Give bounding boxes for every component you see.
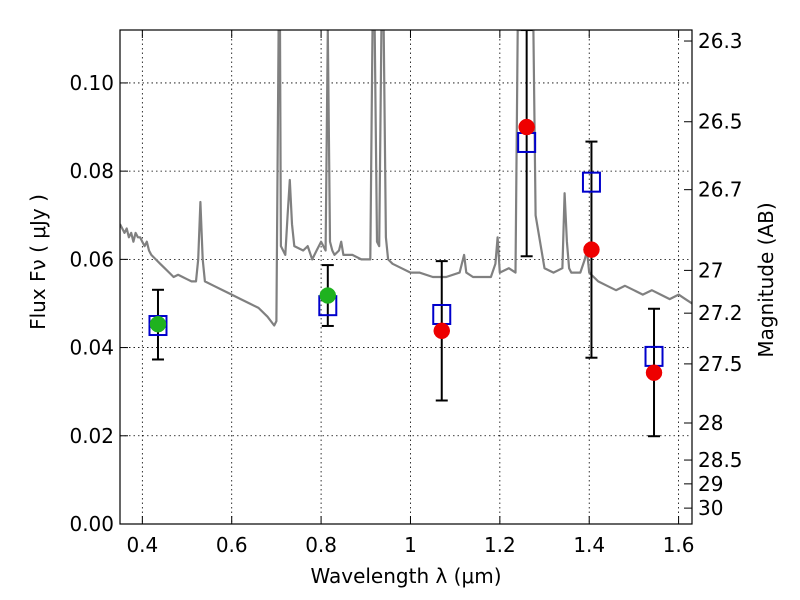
plot-frame	[119, 29, 693, 525]
right-tick-label: 26.3	[698, 29, 743, 53]
x-tick-label: 1.6	[663, 533, 695, 557]
y-tick-label: 0.04	[69, 336, 114, 360]
right-axis-title: Magnitude (AB)	[754, 202, 778, 357]
observed-point	[319, 287, 337, 304]
model-band-square	[581, 171, 601, 193]
right-tick-label: 27.5	[698, 352, 743, 376]
plot-background	[120, 30, 692, 524]
y-tick-label: 0.06	[69, 247, 114, 271]
y-tick-label: 0.00	[69, 512, 114, 536]
observed-point	[518, 118, 535, 136]
observed-point	[149, 315, 167, 333]
observed-point	[645, 364, 663, 381]
observed-point	[433, 322, 450, 340]
y-tick-label: 0.08	[69, 159, 114, 183]
observed-points	[149, 118, 663, 381]
right-tick-label: 28.5	[698, 448, 743, 472]
y-tick-label: 0.02	[69, 424, 114, 448]
x-tick-label: 0.6	[216, 533, 248, 557]
right-tick-label: 28	[698, 411, 723, 435]
x-tick-label: 0.8	[305, 533, 337, 557]
x-axis-ticks: 0.4 0.6 0.8 1 1.2 1.4 1.6	[126, 30, 695, 557]
x-tick-label: 1	[404, 533, 417, 557]
x-tick-label: 0.4	[126, 533, 158, 557]
right-tick-label: 26.5	[698, 110, 743, 134]
y-axis-ticks: 0.00 0.02 0.04 0.06 0.08 0.10	[69, 71, 128, 536]
observed-point	[583, 241, 600, 258]
x-tick-label: 1.4	[573, 533, 605, 557]
y-tick-label: 0.10	[69, 71, 114, 95]
error-bars	[151, 30, 661, 438]
y-axis-title: Flux Fν ( μJy )	[26, 194, 50, 330]
right-tick-label: 27	[698, 258, 723, 282]
x-tick-label: 1.2	[484, 533, 516, 557]
right-tick-label: 26.7	[698, 178, 743, 202]
x-axis-title: Wavelength λ (μm)	[310, 564, 501, 588]
model-spectrum-line	[120, 30, 692, 327]
right-tick-label: 27.2	[698, 301, 743, 325]
right-tick-label: 29	[698, 472, 723, 496]
right-tick-label: 30	[698, 496, 723, 520]
